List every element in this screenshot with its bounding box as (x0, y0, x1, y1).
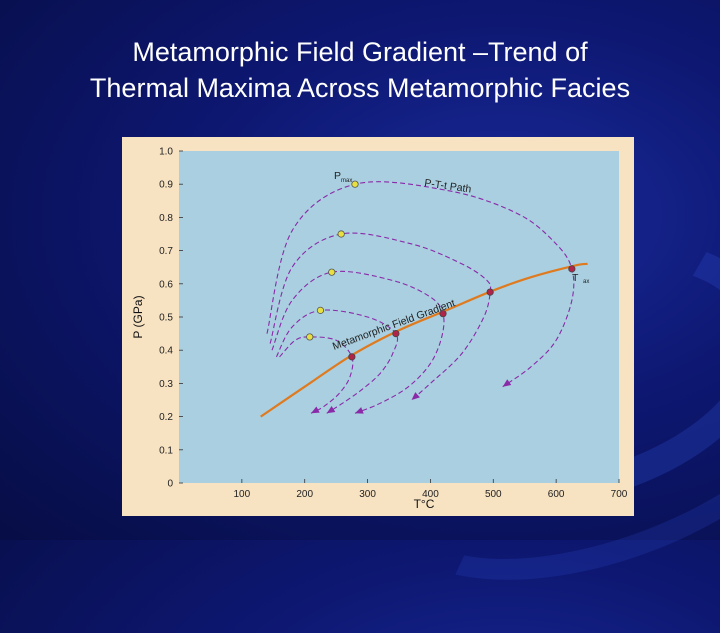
pt-path-arrowhead (411, 392, 420, 400)
tmax-marker-5 (568, 265, 576, 273)
y-tick-label: 0.3 (159, 379, 173, 390)
pt-path-4 (269, 232, 492, 401)
x-tick-label: 600 (548, 489, 565, 500)
pmax-marker-3 (328, 268, 336, 276)
y-tick-label: 0.7 (159, 246, 173, 257)
y-tick-label: 0.2 (159, 412, 173, 423)
y-tick-label: 0.8 (159, 213, 173, 224)
tmax-marker-2 (392, 330, 400, 338)
chart-axes: 0 0.1 0.2 0.3 0.4 0.5 0.6 0.7 0.8 0.9 1.0 100 200 300… (159, 147, 628, 501)
x-tick-label: 100 (234, 489, 251, 500)
pt-path-5 (266, 181, 575, 388)
pt-path-arrowhead (326, 406, 336, 414)
slide-title-line-1: Metamorphic Field Gradient –Trend of (132, 37, 588, 67)
pt-chart: 0 0.1 0.2 0.3 0.4 0.5 0.6 0.7 0.8 0.9 1.0 100 200 300… (131, 147, 628, 512)
pt-path-2 (275, 309, 399, 414)
pmax-marker-1 (306, 333, 314, 341)
y-tick-label: 0.1 (159, 445, 173, 456)
pt-path-arrowhead (355, 407, 364, 414)
x-axis-title: T°C (414, 497, 435, 511)
figure-frame: 0 0.1 0.2 0.3 0.4 0.5 0.6 0.7 0.8 0.9 1.0 100 200 300… (122, 137, 634, 516)
tmax-marker-4 (486, 288, 494, 296)
pmax-marker-4 (337, 230, 345, 238)
plot-area (179, 151, 619, 483)
field-gradient-group (260, 262, 588, 418)
tmax-marker-3 (439, 310, 447, 318)
y-tick-label: 0 (167, 479, 173, 490)
y-tick-label: 0.5 (159, 313, 173, 324)
pmax-label: P (334, 170, 341, 182)
slide-title: Metamorphic Field Gradient –Trend of The… (0, 34, 720, 106)
tmax-label: T (572, 272, 579, 284)
x-tick-label: 500 (485, 489, 502, 500)
pmax-marker-5 (351, 180, 359, 188)
markers-group (306, 180, 576, 361)
y-tick-label: 0.4 (159, 346, 173, 357)
y-tick-label: 1.0 (159, 147, 173, 158)
y-tick-label: 0.9 (159, 180, 173, 191)
pmax-marker-2 (316, 306, 325, 314)
field-gradient-line (260, 262, 588, 418)
slide-title-line-2: Thermal Maxima Across Metamorphic Facies (89, 73, 631, 103)
x-tick-label: 700 (611, 489, 628, 500)
x-tick-label: 300 (359, 489, 376, 500)
pt-path-arrowhead (502, 379, 512, 387)
x-tick-label: 200 (296, 489, 313, 500)
y-tick-label: 0.6 (159, 279, 173, 290)
x-tick-label: 400 (422, 489, 439, 500)
y-axis-title: P (GPa) (131, 295, 145, 338)
pt-path-arrowhead (311, 406, 320, 414)
tmax-label-sub: ax (583, 279, 589, 285)
pmax-label-sub: max (341, 178, 352, 184)
tmax-marker-1 (348, 353, 356, 361)
